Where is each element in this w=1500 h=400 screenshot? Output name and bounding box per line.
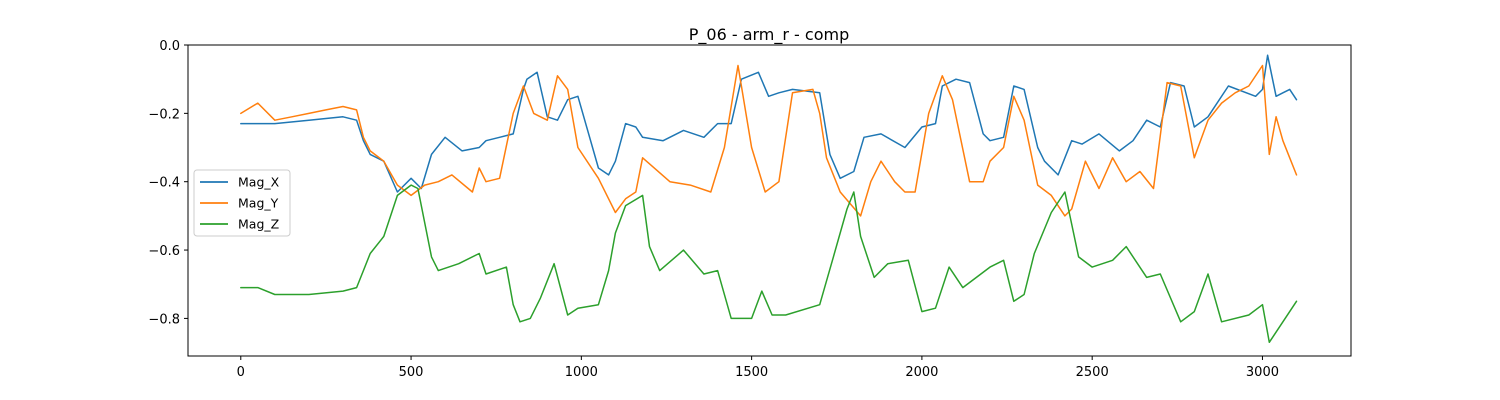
x-tick-label: 1500 [735, 365, 768, 380]
y-tick-label: −0.6 [148, 244, 180, 259]
legend-label: Mag_Y [238, 196, 279, 211]
y-tick-label: −0.2 [148, 107, 180, 122]
x-axis: 0 500 1000 1500 2000 2500 3000 [237, 356, 1279, 380]
x-tick-label: 500 [399, 365, 424, 380]
chart-title: P_06 - arm_r - comp [689, 25, 850, 45]
x-tick-label: 2500 [1076, 365, 1109, 380]
y-tick-label: 0.0 [159, 39, 180, 54]
y-axis: 0.0 −0.2 −0.4 −0.6 −0.8 [148, 39, 188, 327]
legend-label: Mag_X [238, 175, 280, 190]
x-tick-label: 0 [237, 365, 245, 380]
series-line-mag-z [240, 184, 1298, 344]
y-tick-label: −0.4 [148, 176, 180, 191]
y-tick-label: −0.8 [148, 312, 180, 327]
plot-frame [187, 44, 1352, 357]
legend: Mag_X Mag_Y Mag_Z [193, 169, 291, 237]
x-tick-label: 1000 [565, 365, 598, 380]
x-tick-label: 2000 [905, 365, 938, 380]
series-line-mag-x [240, 54, 1298, 193]
legend-label: Mag_Z [238, 217, 279, 232]
series-layer [240, 54, 1298, 344]
x-tick-label: 3000 [1246, 365, 1279, 380]
series-line-mag-y [240, 64, 1298, 217]
legend-box [193, 169, 291, 237]
